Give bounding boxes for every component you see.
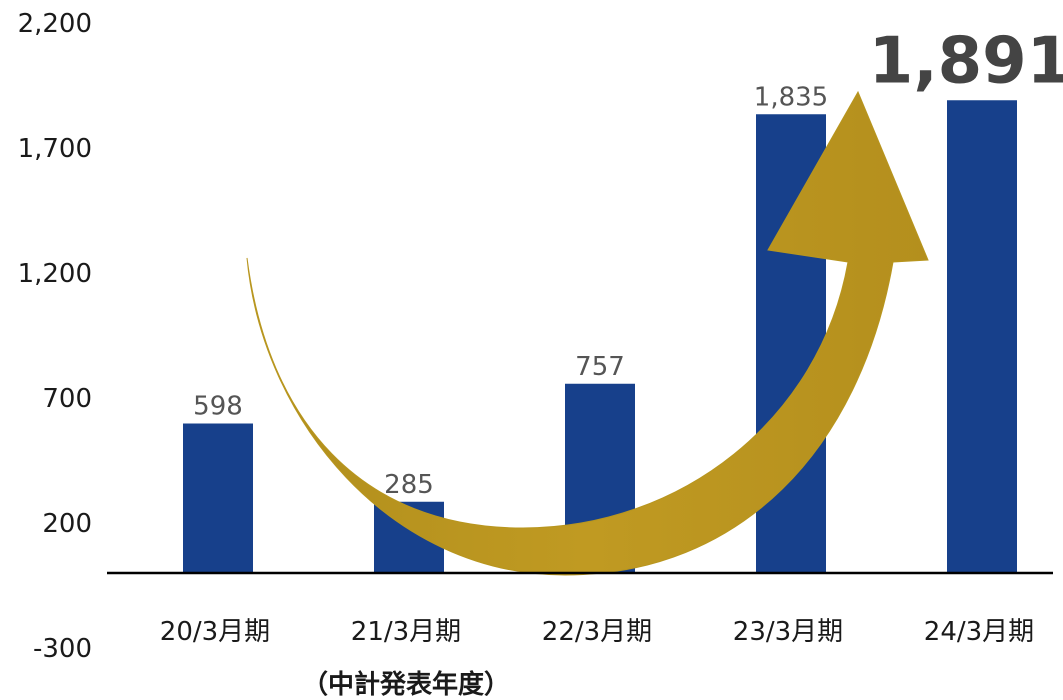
y-tick-label: -300 [33,634,92,664]
y-axis-tick-labels: 2,200 1,700 1,200 700 200 -300 [18,9,92,664]
x-tick-label: 22/3月期 [542,617,652,647]
y-tick-label: 1,700 [18,134,92,164]
x-tick-sublabel: （中計発表年度） [302,669,510,700]
trend-arrow [246,90,929,576]
x-tick-label: 23/3月期 [733,617,843,647]
x-tick-label: 24/3月期 [924,617,1034,647]
data-label: 598 [193,392,243,422]
data-label: 285 [384,470,434,500]
y-tick-label: 2,200 [18,9,92,39]
highlight-data-label: 1,891 [869,24,1063,98]
bar [183,423,253,573]
y-tick-label: 700 [42,384,92,414]
x-tick-label: 21/3月期 [351,617,461,647]
y-tick-label: 1,200 [18,259,92,289]
x-axis-category-labels: 20/3月期 21/3月期 （中計発表年度） 22/3月期 23/3月期 24/3月期 [160,617,1034,700]
bar [947,100,1017,573]
data-labels: 598 285 757 1,835 1,891 [193,24,1063,500]
x-tick-label: 20/3月期 [160,617,270,647]
y-tick-label: 200 [42,509,92,539]
trend-arrow-layer [246,90,929,576]
bars [183,100,1017,573]
data-label: 757 [575,352,625,382]
data-label: 1,835 [754,82,828,112]
